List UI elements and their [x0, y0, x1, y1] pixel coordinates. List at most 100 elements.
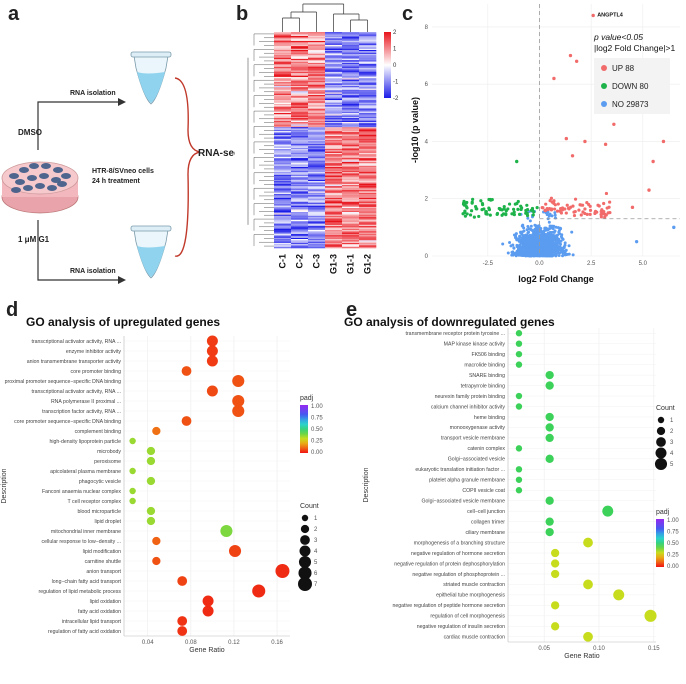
heatmap-cell — [308, 136, 326, 138]
heatmap-cell — [359, 226, 377, 228]
heatmap-cell — [291, 129, 309, 132]
heatmap-cell — [342, 113, 360, 115]
y-axis-label: Description — [1, 468, 8, 503]
heatmap-cell — [291, 91, 309, 93]
heatmap-cell — [325, 127, 343, 129]
heatmap-cell — [274, 210, 292, 213]
heatmap-cell — [325, 150, 343, 152]
heatmap-cell — [359, 204, 377, 206]
heatmap-cell — [325, 231, 343, 233]
heatmap-sample-label: C-2 — [295, 254, 305, 269]
heatmap-cell — [291, 106, 309, 109]
heatmap-cell — [359, 101, 377, 104]
treatment-label: 24 h treatment — [92, 178, 141, 185]
heatmap-cell — [291, 79, 309, 82]
count-legend-label: 1 — [314, 516, 318, 522]
no-change-point — [540, 240, 544, 244]
go-term-label: SNARE binding — [469, 373, 505, 379]
heatmap-cell — [274, 182, 292, 185]
heatmap-cell — [291, 236, 309, 239]
no-change-point — [506, 251, 510, 255]
heatmap-cell — [291, 221, 309, 223]
go-term-dot — [206, 335, 218, 347]
cell-icon — [51, 177, 61, 183]
x-tick-label: 0.10 — [593, 646, 605, 652]
no-change-point — [564, 248, 568, 252]
heatmap-cell — [274, 43, 292, 46]
count-legend-dot — [656, 426, 666, 436]
go-term-dot — [206, 355, 218, 367]
heatmap-cell — [342, 232, 360, 235]
no-change-point — [549, 245, 553, 249]
go-term-label: cell−cell junction — [467, 509, 505, 515]
x-tick-label: 0.08 — [185, 640, 197, 646]
heatmap-cell — [308, 141, 326, 143]
heatmap-cell — [308, 214, 326, 217]
no-change-point — [553, 229, 557, 233]
heatmap-cell — [274, 115, 292, 118]
heatmap-cell — [342, 228, 360, 231]
heatmap-cell — [274, 52, 292, 55]
heatmap-cell — [274, 98, 292, 101]
heatmap-cell — [274, 152, 292, 155]
down-point — [525, 213, 530, 218]
heatmap-cell — [291, 66, 309, 69]
padj-tick-label: 0.75 — [667, 530, 679, 536]
heatmap-cell — [325, 176, 343, 178]
no-change-point — [523, 242, 527, 246]
heatmap-cell — [359, 170, 377, 173]
heatmap-cell — [342, 52, 360, 55]
heatmap-cell — [308, 226, 326, 228]
no-change-point — [561, 237, 565, 241]
legend-label: UP 88 — [612, 64, 635, 73]
heatmap-cell — [274, 245, 292, 248]
heatmap-cell — [325, 109, 343, 111]
heatmap-cell — [342, 212, 360, 214]
heatmap-cell — [291, 150, 309, 152]
heatmap-cell — [325, 133, 343, 136]
heatmap-cell — [274, 147, 292, 150]
heatmap-cell — [359, 75, 377, 78]
heatmap-cell — [325, 125, 343, 128]
heatmap-cell — [274, 66, 292, 69]
heatmap-cell — [342, 143, 360, 146]
heatmap-cell — [308, 140, 326, 142]
heatmap-cell — [359, 223, 377, 226]
down-point — [464, 201, 468, 205]
heatmap-cell — [308, 237, 326, 240]
no-change-point — [519, 240, 523, 244]
legend-marker — [601, 101, 607, 107]
go-term-label: transmembrane receptor protein tyrosine … — [406, 331, 505, 337]
heatmap-cell — [359, 66, 377, 69]
go-term-label: regulation of fatty acid oxidation — [48, 629, 121, 635]
heatmap-cell — [308, 217, 326, 219]
heatmap-cell — [274, 51, 292, 53]
highlight-point — [564, 136, 569, 141]
heatmap-cell — [359, 236, 377, 239]
heatmap-cell — [359, 201, 377, 204]
heatmap-cell — [359, 177, 377, 179]
no-change-point — [567, 252, 571, 256]
heatmap-cell — [342, 192, 360, 195]
heatmap-cell — [291, 172, 309, 174]
workflow-schematic: DMSO 1 μM G1 RNA isolation RNA isolation… — [1, 51, 235, 284]
heatmap-cell — [359, 136, 377, 138]
heatmap-cell — [291, 227, 309, 230]
heatmap-cell — [291, 230, 309, 232]
up-point — [588, 208, 593, 213]
no-change-point — [526, 242, 530, 246]
heatmap-cell — [359, 132, 377, 134]
heatmap-cell — [308, 187, 326, 190]
heatmap-cell — [291, 219, 309, 222]
go-term-dot — [146, 476, 156, 486]
heatmap-cell — [359, 188, 377, 191]
go-term-label: proximal promoter sequence−specific DNA … — [5, 379, 121, 385]
go-term-dot — [129, 497, 136, 505]
heatmap-cell — [291, 231, 309, 233]
colorbar — [384, 32, 391, 98]
go-term-dot — [550, 559, 560, 568]
colorbar-tick-label: 1 — [393, 47, 397, 53]
heatmap-cell — [291, 142, 309, 145]
heatmap-cell — [359, 109, 377, 111]
heatmap-cell — [359, 169, 377, 172]
